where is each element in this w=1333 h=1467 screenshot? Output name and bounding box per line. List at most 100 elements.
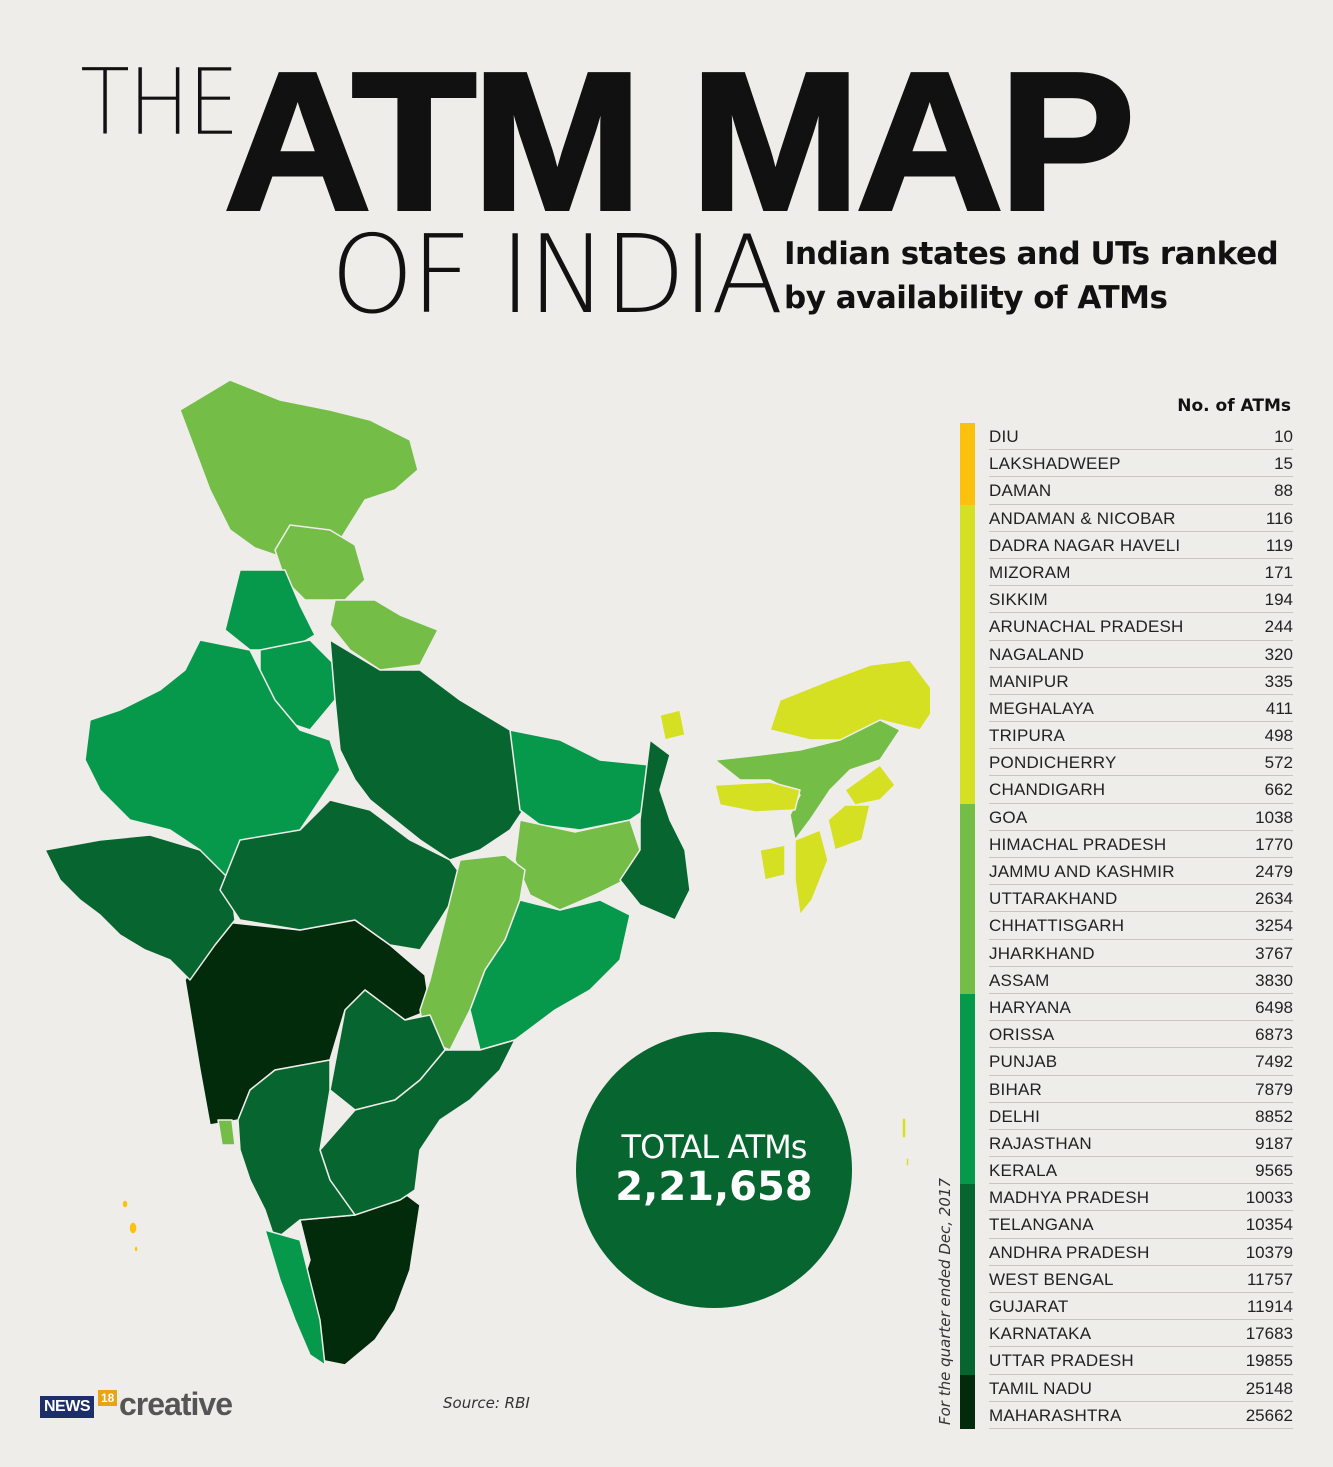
tier-color-bar xyxy=(960,667,975,695)
state-name: BIHAR xyxy=(989,1079,1042,1099)
title-of-india: OF INDIA xyxy=(330,213,784,338)
tier-color-bar xyxy=(960,749,975,777)
logo-creative: creative xyxy=(119,1386,233,1422)
atm-count: 662 xyxy=(1264,780,1293,800)
table-row: GUJARAT 11914 xyxy=(960,1293,1293,1321)
atm-count: 15 xyxy=(1274,454,1293,474)
row-divider xyxy=(989,721,1293,723)
table-row: MAHARASHTRA 25662 xyxy=(960,1401,1293,1429)
row-divider xyxy=(989,449,1293,451)
row-divider xyxy=(989,938,1293,940)
row-divider xyxy=(989,802,1293,804)
state-name: LAKSHADWEEP xyxy=(989,454,1121,474)
tier-color-bar xyxy=(960,803,975,831)
tier-color-bar xyxy=(960,1211,975,1239)
atm-count: 6498 xyxy=(1255,997,1293,1017)
atm-count: 335 xyxy=(1264,671,1293,691)
subtitle: Indian states and UTs ranked by availabi… xyxy=(784,232,1304,320)
table-row: JAMMU AND KASHMIR 2479 xyxy=(960,858,1293,886)
table-row: ARUNACHAL PRADESH 244 xyxy=(960,613,1293,641)
atm-count: 194 xyxy=(1264,590,1293,610)
tier-color-bar xyxy=(960,1048,975,1076)
footnote: For the quarter ended Dec, 2017 xyxy=(936,1177,954,1425)
atm-count: 2634 xyxy=(1255,889,1293,909)
state-name: SIKKIM xyxy=(989,590,1048,610)
atm-count: 1770 xyxy=(1255,834,1293,854)
atm-count: 2479 xyxy=(1255,862,1293,881)
table-row: JHARKHAND 3767 xyxy=(960,939,1293,967)
logo-18: 18 xyxy=(98,1390,118,1406)
tier-color-bar xyxy=(960,1293,975,1321)
row-divider xyxy=(989,639,1293,641)
table-row: TAMIL NADU 25148 xyxy=(960,1374,1293,1402)
atm-count: 10 xyxy=(1274,427,1293,446)
state-name: MANIPUR xyxy=(989,671,1069,691)
state-name: NAGALAND xyxy=(989,644,1085,664)
row-divider xyxy=(989,857,1293,858)
state-name: UTTAR PRADESH xyxy=(989,1351,1134,1371)
atm-count: 88 xyxy=(1274,481,1293,501)
atm-count: 11757 xyxy=(1246,1269,1293,1289)
tier-color-bar xyxy=(960,993,975,1022)
tier-color-bar xyxy=(960,776,975,804)
total-atms-value: 2,21,658 xyxy=(615,1164,813,1210)
row-divider xyxy=(989,1400,1293,1402)
tier-color-bar xyxy=(960,1157,975,1185)
map-jammu-kashmir xyxy=(179,379,419,561)
table-row: ASSAM 3830 xyxy=(960,966,1293,994)
tier-color-bar xyxy=(960,885,975,913)
state-name: KARNATAKA xyxy=(989,1324,1092,1344)
table-row: ANDHRA PRADESH 10379 xyxy=(960,1238,1293,1266)
atm-count: 320 xyxy=(1264,644,1293,664)
tier-color-bar xyxy=(960,531,975,559)
total-atms-label: TOTAL ATMs xyxy=(621,1128,808,1166)
subtitle-line-1: Indian states and UTs ranked xyxy=(784,236,1279,272)
state-name: DIU xyxy=(989,427,1019,446)
subtitle-line-2: by availability of ATMs xyxy=(784,280,1168,316)
state-name: UTTARAKHAND xyxy=(989,889,1118,909)
table-row: DELHI 8852 xyxy=(960,1102,1293,1130)
table-row: HIMACHAL PRADESH 1770 xyxy=(960,830,1293,858)
table-row: RAJASTHAN 9187 xyxy=(960,1129,1293,1158)
atm-count: 8852 xyxy=(1255,1106,1293,1126)
atm-count: 7879 xyxy=(1255,1079,1293,1099)
row-divider xyxy=(989,775,1293,777)
tier-color-bar xyxy=(960,558,975,587)
tier-color-bar xyxy=(960,694,975,723)
state-name: HARYANA xyxy=(989,997,1072,1017)
tier-color-bar xyxy=(960,640,975,668)
table-row: DAMAN 88 xyxy=(960,477,1293,505)
atm-count: 3254 xyxy=(1255,916,1293,936)
india-map xyxy=(44,379,930,1366)
atm-count: 6873 xyxy=(1255,1025,1293,1045)
tier-color-bar xyxy=(960,1347,975,1375)
state-name: MIZORAM xyxy=(989,562,1071,582)
map-west-bengal xyxy=(619,739,691,921)
tier-color-bar xyxy=(960,1265,975,1293)
state-name: PONDICHERRY xyxy=(989,753,1117,773)
table-row: SIKKIM 194 xyxy=(960,586,1293,614)
state-name: WEST BENGAL xyxy=(989,1269,1114,1289)
row-divider xyxy=(989,1020,1293,1022)
map-karnataka xyxy=(237,1059,356,1241)
row-divider xyxy=(989,585,1293,587)
state-name: ASSAM xyxy=(989,970,1050,990)
atm-count: 10354 xyxy=(1245,1215,1293,1235)
map-andaman-nicobar xyxy=(901,1117,910,1167)
table-row: MEGHALAYA 411 xyxy=(960,694,1293,723)
row-divider xyxy=(989,1346,1293,1348)
map-kerala xyxy=(264,1229,326,1366)
state-name: KERALA xyxy=(989,1161,1058,1181)
state-name: JAMMU AND KASHMIR xyxy=(989,862,1175,881)
state-name: TAMIL NADU xyxy=(989,1378,1093,1398)
tier-color-bar xyxy=(960,1401,975,1429)
row-divider xyxy=(989,965,1293,967)
row-divider xyxy=(989,884,1293,886)
state-name: ANDAMAN & NICOBAR xyxy=(989,508,1176,528)
map-andhra-pradesh xyxy=(319,1039,516,1216)
row-divider xyxy=(989,1264,1293,1266)
state-name: HIMACHAL PRADESH xyxy=(989,834,1167,854)
row-divider xyxy=(989,1292,1293,1293)
map-meghalaya xyxy=(714,781,801,813)
row-divider xyxy=(989,1237,1293,1239)
